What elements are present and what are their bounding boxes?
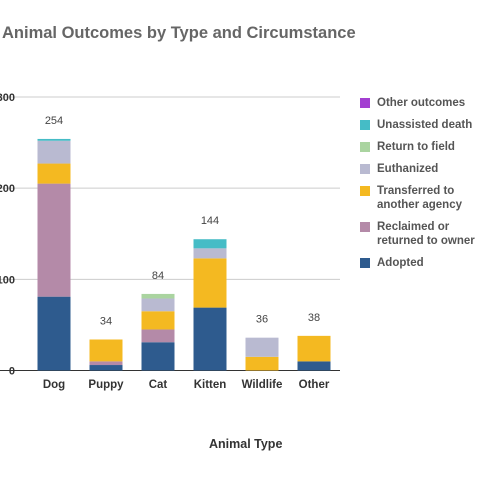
legend-label: Other outcomes [377,97,466,109]
bar-segment-unassisted-death [37,138,71,141]
y-tick-label: 100 [0,274,15,286]
bar-segment-adopted [37,296,71,371]
x-axis-ticks: Dog Puppy Cat Kitten Wildlife Other [43,379,330,391]
legend-label: Adopted [377,257,424,269]
chart-title: Animal Outcomes by Type and Circumstance [2,24,356,42]
legend: Other outcomes Unassisted death Return to … [360,96,480,278]
bar-segment-unassisted-death [193,239,227,249]
legend-swatch [360,258,370,268]
bar-segment-reclaimed-or-returned-to-owner [89,361,123,366]
legend-label: Transferred to another agency [377,185,462,211]
x-axis-title: Animal Type [209,437,283,451]
bar-segment-euthanized [141,298,175,312]
legend-label: Return to field [377,141,455,153]
legend-item: Return to field [360,140,480,154]
x-tick-label: Puppy [88,379,124,391]
y-axis-ticks: 0 100 200 300 [0,92,15,378]
legend-item: Unassisted death [360,118,480,132]
x-tick-label: Cat [149,379,168,391]
legend-swatch [360,164,370,174]
legend-item: Reclaimed or returned to owner [360,220,480,248]
x-tick-label: Kitten [194,379,227,391]
bar-segment-adopted [297,361,331,371]
bar-segment-transferred-to-another-agency [141,311,175,330]
total-label: 38 [308,312,320,324]
total-label: 254 [45,115,63,127]
bar-segment-return-to-field [141,293,175,299]
bar-segment-adopted [193,307,227,371]
legend-swatch [360,120,370,130]
legend-swatch [360,186,370,196]
bar-segment-transferred-to-another-agency [89,339,123,362]
bar-segment-transferred-to-another-agency [37,163,71,184]
bar-segment-transferred-to-another-agency [193,258,227,308]
legend-item: Euthanized [360,162,480,176]
x-tick-label: Other [299,379,330,391]
y-tick-label: 300 [0,92,15,104]
x-tick-label: Dog [43,379,65,391]
bar-segment-adopted [141,342,175,371]
bars [37,138,331,371]
legend-item: Transferred to another agency [360,184,480,212]
legend-swatch [360,222,370,232]
bar-segment-transferred-to-another-agency [245,356,279,371]
bar-segment-euthanized [245,337,279,357]
legend-item: Adopted [360,256,480,270]
total-label: 84 [152,270,164,282]
legend-swatch [360,142,370,152]
total-label: 34 [100,316,112,328]
y-tick-label: 0 [9,366,15,378]
x-tick-label: Wildlife [242,379,283,391]
bar-segment-euthanized [37,140,71,164]
legend-label: Unassisted death [377,119,473,131]
bar-segment-euthanized [193,248,227,259]
legend-label: Euthanized [377,163,439,175]
y-tick-label: 200 [0,183,15,195]
total-labels: 254 34 84 144 36 38 [45,115,320,328]
bar-segment-reclaimed-or-returned-to-owner [37,183,71,297]
total-label: 36 [256,314,268,326]
legend-swatch [360,98,370,108]
bar-segment-transferred-to-another-agency [297,335,331,362]
bar-segment-reclaimed-or-returned-to-owner [141,329,175,343]
legend-item: Other outcomes [360,96,480,110]
total-label: 144 [201,215,219,227]
legend-label: Reclaimed or returned to owner [377,221,475,247]
bar-segment-adopted [89,365,123,371]
